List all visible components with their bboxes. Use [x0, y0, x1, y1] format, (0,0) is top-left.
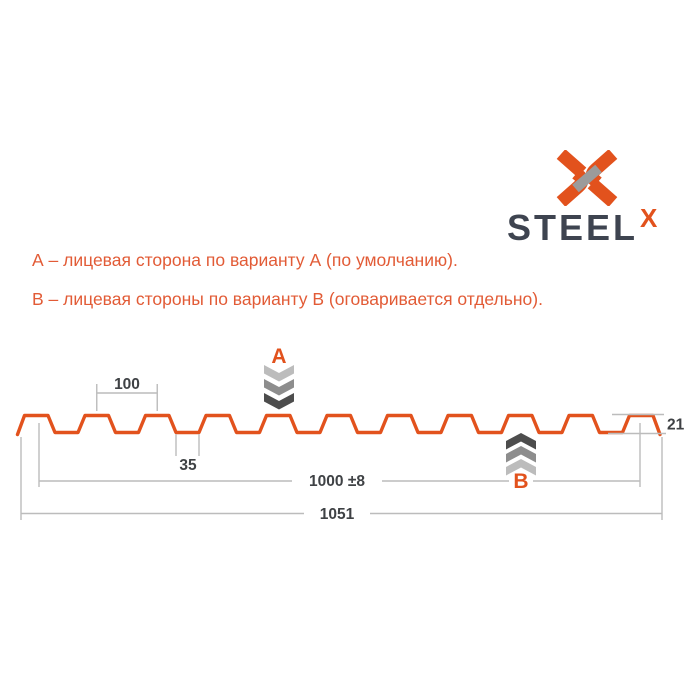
chevron-up-1	[506, 433, 536, 450]
brand-suffix: X	[640, 203, 658, 233]
dim-height-label: 21	[667, 417, 685, 434]
dim-overall-width: 1051	[20, 437, 663, 523]
marker-a-label: A	[271, 345, 286, 368]
dim-overall-width-label: 1051	[320, 506, 355, 523]
brand-text: STEEL	[507, 207, 639, 248]
profile-outline	[15, 413, 662, 437]
note-line-variant-a: А – лицевая сторона по варианту А (по ум…	[32, 250, 458, 270]
chevron-down-icon	[264, 365, 294, 410]
logo-interlock-bar	[572, 164, 602, 193]
logo-wordmark: STEELX	[507, 205, 657, 248]
marker-b: B	[506, 433, 536, 493]
dim-pitch: 100	[96, 376, 158, 411]
variant-notes: А – лицевая сторона по варианту А (по ум…	[32, 250, 543, 328]
dim-pitch-label: 100	[114, 376, 140, 393]
steelx-x-mark-icon	[556, 150, 618, 206]
chevron-up-2	[506, 446, 536, 463]
logo-arm-top-left	[556, 150, 587, 178]
chevron-up-3	[506, 459, 536, 476]
chevron-down-2	[264, 379, 294, 396]
logo: STEELX	[505, 150, 685, 250]
chevron-down-1	[264, 365, 294, 382]
dim-valley-width: 35	[175, 434, 200, 474]
note-line-variant-b: В – лицевая стороны по варианту В (огова…	[32, 289, 543, 310]
marker-b-label: B	[513, 470, 528, 493]
dim-valley-width-label: 35	[179, 457, 197, 474]
dim-cover-width-label: 1000 ±8	[309, 473, 365, 490]
marker-a: A	[264, 345, 294, 410]
logo-arm-bottom-right	[587, 178, 618, 206]
chevron-down-3	[264, 393, 294, 410]
chevron-up-icon	[506, 433, 536, 476]
dim-cover-width: 1000 ±8	[38, 423, 641, 490]
dim-height: 21	[608, 413, 685, 435]
